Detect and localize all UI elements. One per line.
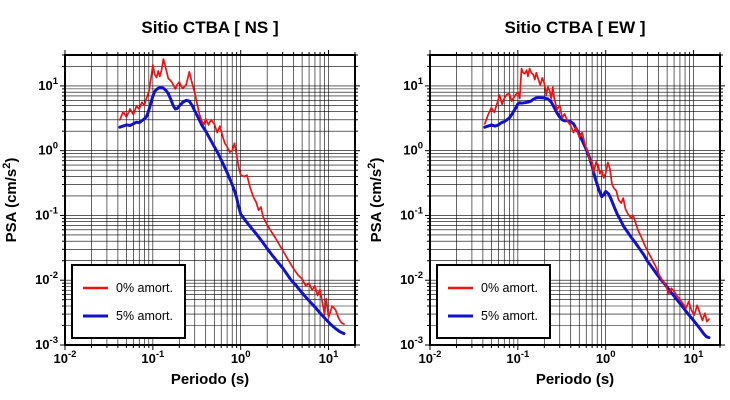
legend: 0% amort. 5% amort. — [71, 264, 186, 339]
x-tick-label: 10-2 — [419, 349, 442, 366]
legend: 0% amort. 5% amort. — [436, 264, 551, 339]
plot-frame — [64, 54, 356, 346]
legend-box — [436, 264, 551, 339]
legend-label: 0% amort. — [116, 281, 173, 295]
legend-label: 5% amort. — [481, 309, 538, 323]
x-axis-label: Periodo (s) — [171, 371, 249, 388]
y-tick-label: 10-2 — [35, 270, 58, 287]
legend-label: 0% amort. — [481, 281, 538, 295]
y-tick-label: 101 — [38, 76, 58, 93]
y-axis-label: PSA (cm/s2) — [1, 158, 20, 243]
series-line-0-amort- — [118, 58, 345, 325]
x-tick-label: 100 — [596, 349, 616, 366]
x-tick-label: 10-1 — [141, 349, 165, 366]
x-tick-label: 10-2 — [54, 349, 77, 366]
series-line-0-amort- — [483, 67, 710, 323]
x-tick-label: 10-1 — [506, 349, 530, 366]
y-tick-label: 10-3 — [35, 335, 58, 352]
y-tick-label: 100 — [403, 141, 423, 158]
y-tick-label: 10-1 — [400, 205, 424, 222]
legend-label: 5% amort. — [116, 309, 173, 323]
x-axis-label: Periodo (s) — [536, 371, 614, 388]
y-tick-label: 10-2 — [400, 270, 423, 287]
legend-box — [71, 264, 186, 339]
y-tick-label: 101 — [403, 76, 423, 93]
plot-frame — [429, 54, 721, 346]
y-tick-label: 100 — [38, 141, 58, 158]
x-tick-label: 101 — [319, 349, 339, 366]
x-tick-label: 101 — [684, 349, 704, 366]
grid — [64, 54, 356, 346]
series-line-5-amort- — [118, 86, 346, 336]
chart-title: Sitio CTBA [ NS ] — [141, 18, 278, 37]
chart-title: Sitio CTBA [ EW ] — [504, 18, 645, 37]
y-tick-label: 10-1 — [35, 205, 59, 222]
x-tick-label: 100 — [231, 349, 251, 366]
y-tick-label: 10-3 — [400, 335, 423, 352]
y-axis-label: PSA (cm/s2) — [366, 158, 385, 243]
